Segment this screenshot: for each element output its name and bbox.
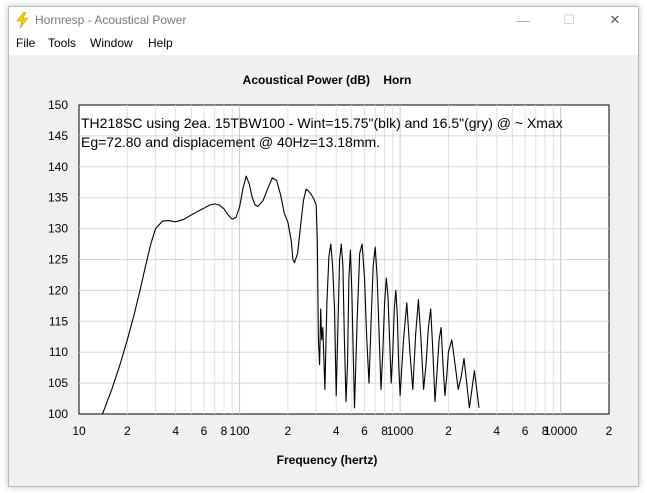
- x-tick-label: 10000: [544, 424, 578, 438]
- plot-area: Acoustical Power (dB) Horn 100 105 110 115 1…: [9, 55, 638, 486]
- y-tick-label: 150: [48, 98, 68, 112]
- x-tick-label: 4: [172, 424, 179, 438]
- x-tick-label: 2: [285, 424, 292, 438]
- x-tick-label: 8: [221, 424, 228, 438]
- y-tick-label: 145: [48, 129, 68, 143]
- x-tick-label: 10: [72, 424, 86, 438]
- lightning-bolt-icon: [16, 12, 29, 28]
- app-window: Hornresp - Acoustical Power — ☐ ✕ File T…: [8, 6, 639, 487]
- series-line: [101, 175, 480, 415]
- x-tick-label: 6: [522, 424, 529, 438]
- close-button[interactable]: ✕: [592, 7, 638, 33]
- window-title: Hornresp - Acoustical Power: [35, 13, 187, 27]
- y-tick-label: 125: [48, 253, 68, 267]
- x-tick-label: 1000: [387, 424, 414, 438]
- x-tick-label: 2: [124, 424, 131, 438]
- y-tick-label: 110: [49, 345, 68, 359]
- x-tick-label: 2: [445, 424, 452, 438]
- menu-bar: File Tools Window Help: [9, 33, 638, 55]
- y-tick-label: 100: [48, 407, 68, 421]
- x-tick-label: 6: [361, 424, 368, 438]
- menu-file[interactable]: File: [16, 36, 36, 50]
- minimize-icon: —: [516, 12, 530, 28]
- y-tick-labels: 100 105 110 115 120 125 130 135 140 145 150: [48, 98, 68, 421]
- title-bar[interactable]: Hornresp - Acoustical Power — ☐ ✕: [9, 7, 638, 33]
- acoustical-power-chart: Acoustical Power (dB) Horn 1001051101151…: [48, 73, 613, 467]
- x-tick-label: 8: [381, 424, 388, 438]
- series-group: [101, 175, 480, 415]
- y-tick-label: 130: [48, 222, 68, 236]
- x-axis-label: Frequency (hertz): [277, 453, 378, 467]
- annotation-line-2: Eg=72.80 and displacement @ 40Hz=13.18mm…: [81, 134, 380, 150]
- x-tick-label: 6: [201, 424, 208, 438]
- menu-window[interactable]: Window: [90, 36, 133, 50]
- menu-help[interactable]: Help: [148, 36, 173, 50]
- y-tick-label: 115: [49, 314, 68, 328]
- menu-tools[interactable]: Tools: [48, 36, 77, 50]
- y-tick-label: 105: [48, 376, 68, 390]
- annotation-line-1: TH218SC using 2ea. 15TBW100 - Wint=15.75…: [81, 115, 563, 131]
- maximize-icon: ☐: [563, 12, 575, 27]
- x-tick-label: 4: [493, 424, 500, 438]
- close-icon: ✕: [609, 12, 621, 27]
- x-tick-label: 100: [230, 424, 250, 438]
- chart-title: Acoustical Power (dB) Horn: [243, 73, 412, 87]
- x-tick-label: 8: [542, 424, 549, 438]
- grid-lines: [79, 105, 609, 414]
- maximize-button[interactable]: ☐: [546, 7, 592, 33]
- minimize-button[interactable]: —: [500, 7, 546, 33]
- x-tick-label: 2: [606, 424, 613, 438]
- x-tick-label: 4: [333, 424, 340, 438]
- y-tick-label: 135: [48, 191, 68, 205]
- y-tick-label: 120: [48, 283, 68, 297]
- y-tick-label: 140: [48, 160, 68, 174]
